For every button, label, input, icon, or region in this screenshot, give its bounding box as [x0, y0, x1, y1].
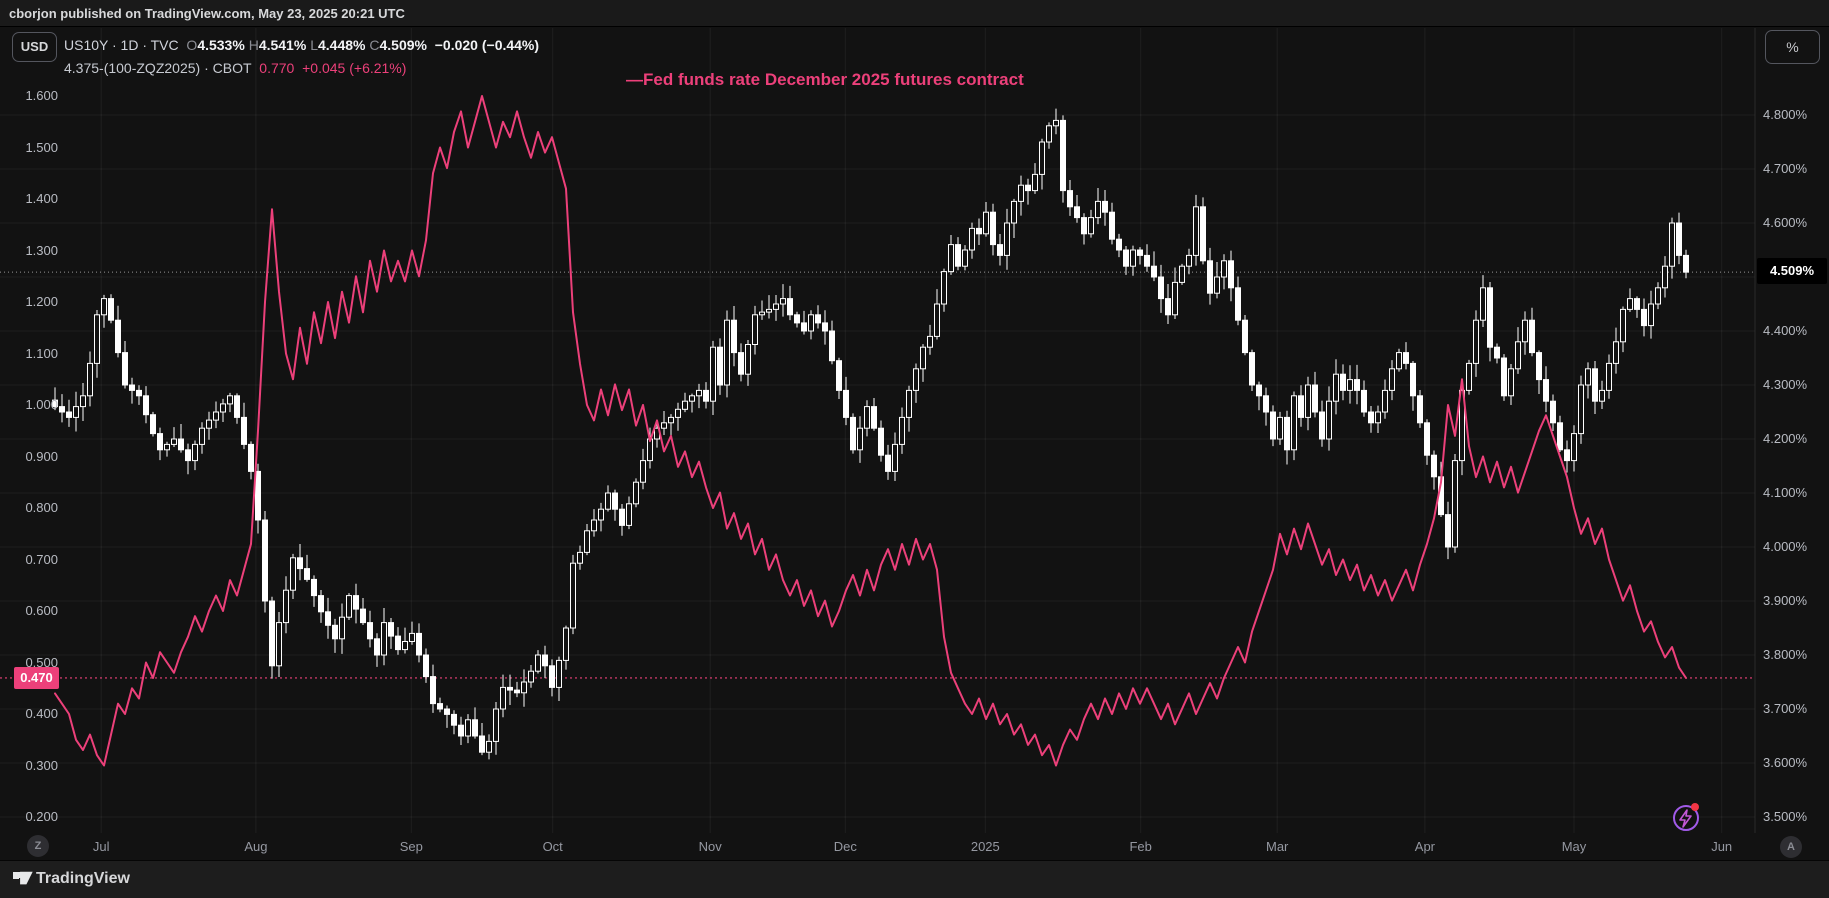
right-axis-tick-label: 3.700% — [1763, 701, 1808, 716]
alert-dot-icon — [1691, 803, 1699, 811]
time-axis-label-jun: Jun — [1711, 839, 1733, 854]
time-axis-label-nov: Nov — [698, 839, 722, 854]
time-axis-label-may: May — [1561, 839, 1587, 854]
percent-unit-button[interactable]: % — [1765, 30, 1820, 64]
time-axis-label-mar: Mar — [1265, 839, 1289, 854]
chart-canvas — [0, 28, 1756, 833]
right-axis-tick-label: 3.600% — [1763, 755, 1808, 770]
time-axis-label-feb: Feb — [1129, 839, 1152, 854]
left-axis-tick-label: 1.200 — [25, 294, 58, 309]
right-axis-tick-label: 4.800% — [1763, 107, 1808, 122]
left-axis-tick-label: 1.000 — [25, 397, 58, 412]
right-axis-tick-label: 4.600% — [1763, 215, 1808, 230]
time-axis-label-aug: Aug — [244, 839, 268, 854]
right-axis-tick-label: 4.000% — [1763, 539, 1808, 554]
chart-area[interactable]: USD US10Y · 1D · TVC O4.533% H4.541% L4.… — [0, 27, 1829, 860]
left-axis-tick-label: 0.800 — [25, 500, 58, 515]
right-axis-tick-label: 3.500% — [1763, 809, 1808, 824]
right-axis-tick-label: 4.300% — [1763, 377, 1808, 392]
auto-scale-button[interactable]: A — [1780, 836, 1802, 858]
time-axis-label-oct: Oct — [542, 839, 563, 854]
left-axis-tick-label: 0.500 — [25, 654, 58, 670]
left-axis-tick-label: 0.300 — [25, 757, 58, 773]
time-axis-label-dec: Dec — [833, 839, 857, 854]
legend-futures-series[interactable]: 4.375-(100-ZQZ2025) · CBOT 0.770 +0.045 … — [64, 60, 406, 76]
open-label: O — [186, 37, 198, 53]
open-value: 4.533% — [197, 37, 245, 53]
right-axis-tick-label: 3.900% — [1763, 593, 1808, 608]
right-axis-tick-label: 4.200% — [1763, 431, 1808, 446]
symbol-title: US10Y · 1D · TVC — [64, 37, 179, 53]
left-axis-tick-label: 0.900 — [25, 448, 58, 464]
left-axis-tick-label: 0.600 — [25, 603, 58, 618]
high-label: H — [248, 37, 259, 53]
last-price-tag: 4.509% — [1757, 258, 1827, 284]
change-value: −0.020 (−0.44%) — [434, 37, 540, 53]
time-axis-label-apr: Apr — [1414, 839, 1436, 854]
high-value: 4.541% — [258, 37, 307, 53]
series-annotation-text: —Fed funds rate December 2025 futures co… — [626, 70, 1024, 89]
timezone-button[interactable]: Z — [27, 835, 49, 857]
tradingview-brand-text[interactable]: TradingView — [36, 870, 130, 887]
tradingview-logo-icon[interactable] — [12, 870, 36, 890]
futures-last-value-tag: 0.470 — [14, 667, 59, 689]
left-axis-tick-label: 1.100 — [25, 345, 58, 361]
bottom-toolbar: TradingView — [0, 860, 1829, 898]
right-axis-tick-label: 3.800% — [1763, 647, 1808, 662]
right-axis-tick-label: 4.700% — [1763, 161, 1808, 176]
low-value: 4.448% — [317, 37, 366, 53]
futures-title: 4.375-(100-ZQZ2025) · CBOT — [64, 60, 252, 76]
left-axis-tick-label: 1.400 — [25, 191, 58, 206]
futures-value: 0.770 — [259, 60, 295, 76]
left-axis-tick-label: 0.200 — [25, 809, 58, 824]
legend-main-series[interactable]: US10Y · 1D · TVC O4.533% H4.541% L4.448%… — [64, 37, 539, 53]
publish-text: cborjon published on TradingView.com, Ma… — [9, 6, 405, 21]
lightning-icon — [1679, 809, 1692, 828]
right-axis-tick-label: 4.400% — [1763, 323, 1808, 338]
time-axis-label-2025: 2025 — [970, 839, 1000, 854]
left-axis-tick-label: 1.600 — [25, 88, 58, 103]
right-axis-tick-label: 4.100% — [1763, 485, 1808, 500]
left-axis-tick-label: 0.700 — [25, 551, 58, 567]
futures-change: +0.045 (+6.21%) — [302, 60, 407, 76]
left-axis-tick-label: 0.400 — [25, 706, 58, 721]
time-axis-label-jul: Jul — [92, 839, 110, 854]
left-axis-tick-label: 1.300 — [25, 242, 58, 258]
close-label: C — [369, 37, 380, 53]
time-axis-label-sep: Sep — [399, 839, 423, 854]
close-value: 4.509% — [379, 37, 427, 53]
publish-bar: cborjon published on TradingView.com, Ma… — [0, 0, 1829, 27]
currency-unit-button[interactable]: USD — [12, 32, 57, 62]
low-label: L — [310, 37, 318, 53]
left-axis-tick-label: 1.500 — [25, 139, 58, 155]
